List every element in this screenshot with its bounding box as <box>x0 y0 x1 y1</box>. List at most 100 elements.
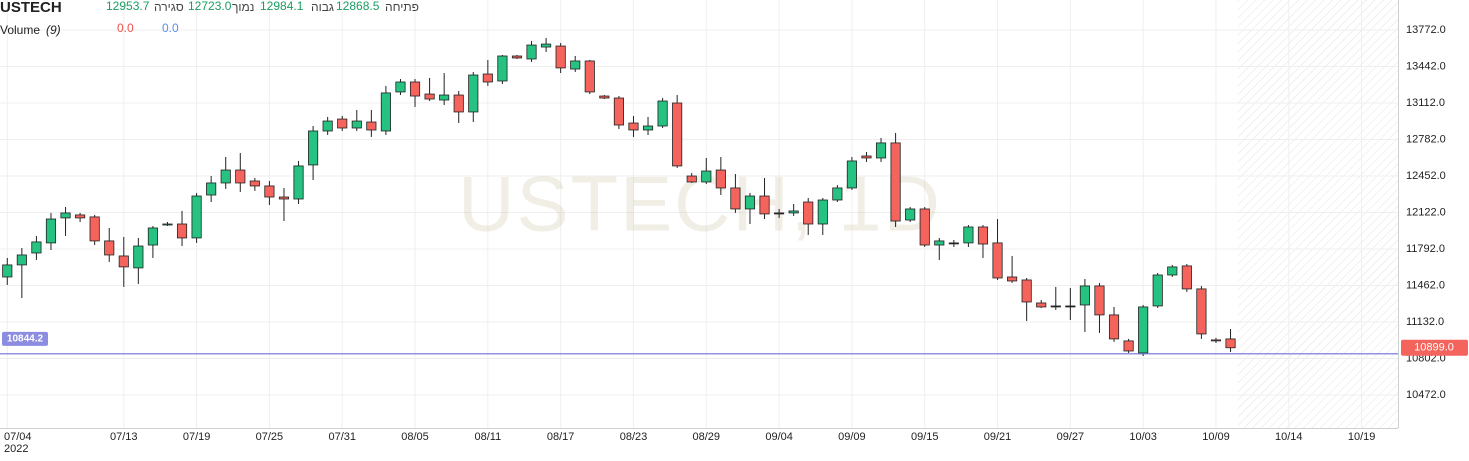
candle-body <box>2 264 13 278</box>
candle-body <box>1167 266 1178 276</box>
x-tick-label: 07/31 <box>328 431 356 443</box>
candle-body <box>511 55 523 59</box>
candle-body <box>642 125 654 131</box>
candle-body <box>322 120 333 132</box>
x-tick-label: 09/09 <box>838 431 866 443</box>
candle-body <box>1036 302 1047 308</box>
open-label: פתיחה <box>385 0 419 14</box>
candle-body <box>191 195 202 239</box>
x-tick-label: 07/19 <box>183 431 211 443</box>
year-label: 2022 <box>4 443 28 455</box>
candle-body <box>846 160 857 189</box>
candle-body <box>541 43 552 48</box>
candle-body <box>409 81 421 97</box>
y-tick-label: 11792.0 <box>1406 243 1445 255</box>
candle-body <box>890 142 901 222</box>
y-tick-label: 13772.0 <box>1406 24 1446 36</box>
future-area <box>1237 0 1398 428</box>
candle-body <box>206 182 217 196</box>
candle-body <box>832 187 843 201</box>
candle-body <box>424 93 435 100</box>
candle-body <box>482 73 493 83</box>
candle-body <box>60 212 71 219</box>
candle-body <box>308 130 319 166</box>
x-tick-label: 07/25 <box>256 431 284 443</box>
candle-body <box>162 223 173 226</box>
candle-body <box>337 118 348 129</box>
x-tick-label: 08/23 <box>620 431 648 443</box>
candle-body <box>380 92 391 132</box>
candle-body <box>686 175 697 183</box>
high-label: גבוה <box>311 0 334 14</box>
last-value-badge <box>1401 339 1468 356</box>
price-line-badge <box>2 331 48 346</box>
volume-label: Volume <box>0 23 40 37</box>
y-tick-label: 12122.0 <box>1406 206 1446 218</box>
candle-body <box>730 187 741 210</box>
candle-body <box>1094 285 1105 316</box>
x-tick-label: 09/21 <box>984 431 1012 443</box>
candle-body <box>555 45 566 69</box>
x-tick-label: 10/03 <box>1129 431 1157 443</box>
low-value: 12723.0 <box>188 0 232 13</box>
candle-body <box>104 240 115 256</box>
x-tick-label: 10/14 <box>1275 431 1303 443</box>
candle-body <box>977 226 989 245</box>
candle-body <box>628 122 639 131</box>
candle-body <box>715 169 726 189</box>
candle-body <box>1123 340 1134 352</box>
candle-body <box>1138 306 1149 354</box>
candle-body <box>235 169 246 184</box>
x-tick-label: 10/19 <box>1348 431 1376 443</box>
candle-body <box>992 242 1003 279</box>
last-value-label: 10899.0 <box>1414 342 1454 354</box>
candle-body <box>31 241 42 254</box>
candle-body <box>1007 276 1018 282</box>
candle-body <box>439 94 450 101</box>
candle-body <box>963 226 974 244</box>
volume-value: 0.0 <box>117 21 134 35</box>
candle-body <box>744 195 756 210</box>
candle-body <box>1050 305 1061 308</box>
low-label: נמוך <box>232 0 254 14</box>
candle-body <box>1152 274 1163 307</box>
watermark: USTECH, 1D <box>458 160 942 248</box>
candle-body <box>16 254 27 266</box>
candle-body <box>919 208 930 246</box>
x-tick-label: 07/04 <box>4 431 32 443</box>
candle-body <box>366 121 377 131</box>
candle-body <box>599 95 610 99</box>
volume-param: (9) <box>46 23 61 37</box>
open-value: 12868.5 <box>336 0 380 13</box>
candle-body <box>249 180 260 187</box>
candle-body <box>803 201 814 225</box>
candle-body <box>293 165 304 200</box>
candle-body <box>176 223 188 239</box>
candle-body <box>1021 279 1032 303</box>
candle-body <box>1065 305 1076 308</box>
x-tick-label: 09/04 <box>765 431 793 443</box>
x-tick-label: 08/05 <box>401 431 429 443</box>
candle-body <box>1181 265 1192 290</box>
y-tick-label: 13112.0 <box>1406 97 1445 109</box>
x-tick-label: 07/13 <box>110 431 138 443</box>
candle-body <box>817 199 828 225</box>
candle-body <box>497 55 508 82</box>
candle-body <box>351 120 362 129</box>
candle-body <box>133 245 144 269</box>
candle-body <box>701 170 712 183</box>
candle-body <box>45 218 57 244</box>
volume-value: 0.0 <box>162 21 179 35</box>
y-tick-label: 11132.0 <box>1406 316 1444 328</box>
y-tick-label: 12452.0 <box>1406 170 1446 182</box>
candle-body <box>89 216 100 242</box>
grid <box>0 0 1398 428</box>
candles <box>2 37 1236 356</box>
candle-body <box>570 60 581 70</box>
x-tick-label: 08/11 <box>474 431 501 443</box>
close-label: סגירה <box>154 0 184 14</box>
close-value: 12953.7 <box>106 0 150 13</box>
candle-body <box>934 240 945 246</box>
x-tick-label: 09/27 <box>1057 431 1085 443</box>
candle-body <box>657 100 668 127</box>
